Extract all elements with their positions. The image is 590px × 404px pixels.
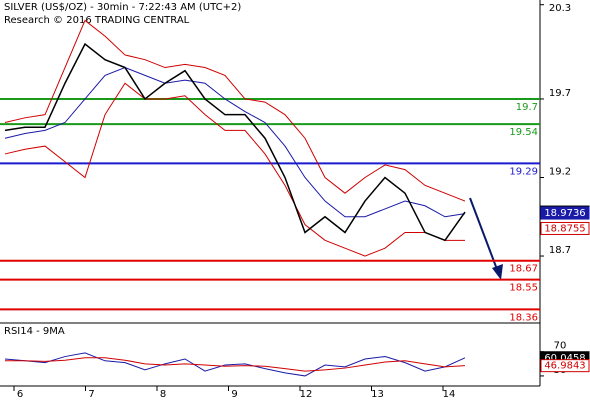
series-line	[4, 352, 466, 377]
x-tick-label: 7	[88, 389, 94, 400]
y-tick-label: 19.7	[549, 88, 571, 99]
x-tick-label: 8	[160, 389, 166, 400]
forecast-arrowhead	[492, 264, 503, 280]
level-label: 18.36	[509, 312, 538, 323]
y-tick-label: 20.3	[549, 3, 571, 14]
level-label: 19.7	[516, 102, 538, 113]
level-label: 19.54	[509, 127, 538, 138]
y-tick-label: 19.2	[549, 166, 571, 177]
forecast-arrow	[469, 197, 499, 273]
x-tick-label: 9	[231, 389, 237, 400]
level-label: 19.29	[509, 166, 538, 177]
price-tag	[540, 359, 590, 373]
y-tick-label: 70	[554, 341, 567, 352]
series-line	[4, 19, 466, 202]
x-tick-label: 13	[371, 389, 384, 400]
series-line	[4, 82, 465, 257]
price-tag-label: 18.8755	[544, 223, 585, 234]
price-tag	[540, 221, 590, 235]
y-tick-label: 18.7	[549, 245, 571, 256]
level-label: 18.67	[509, 264, 538, 275]
price-tag-label: 46.9843	[544, 361, 585, 372]
x-tick-label: 6	[17, 389, 23, 400]
chart-subtitle: Research © 2016 TRADING CENTRAL	[4, 15, 190, 26]
x-tick-label: 12	[300, 389, 313, 400]
level-label: 18.55	[509, 283, 538, 294]
price-tag-label: 18.9736	[544, 208, 585, 219]
series-line	[4, 42, 466, 242]
series-line	[5, 357, 466, 372]
x-tick-label: 14	[443, 389, 456, 400]
price-tag-label: 60.0458	[544, 353, 585, 364]
rsi-title: RSI14 - 9MA	[4, 326, 65, 337]
chart-title: SILVER (US$/OZ) - 30min - 7:22:43 AM (UT…	[4, 2, 241, 13]
series-line	[4, 67, 466, 218]
price-tag	[540, 206, 590, 220]
